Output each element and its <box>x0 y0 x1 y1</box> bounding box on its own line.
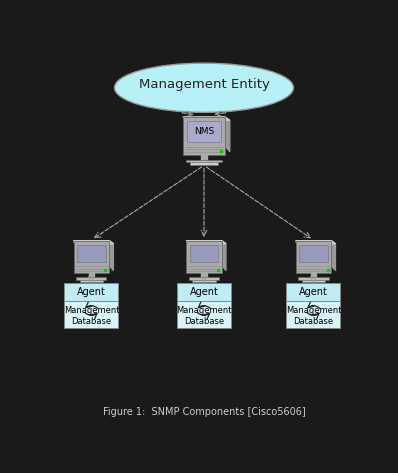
Bar <box>76 277 107 280</box>
Bar <box>296 241 331 273</box>
Polygon shape <box>74 241 113 244</box>
Bar <box>298 277 329 280</box>
Polygon shape <box>183 117 230 121</box>
Bar <box>64 301 118 328</box>
Bar <box>187 122 220 142</box>
Bar <box>77 245 105 262</box>
Bar <box>189 277 219 280</box>
Text: Management
Database: Management Database <box>286 306 341 326</box>
Polygon shape <box>225 117 230 152</box>
Bar <box>186 241 222 273</box>
Text: NMS: NMS <box>194 127 214 136</box>
Polygon shape <box>222 241 226 271</box>
Text: Agent: Agent <box>189 287 219 297</box>
Bar <box>183 117 225 155</box>
Bar <box>64 283 118 301</box>
Bar <box>190 162 218 165</box>
Bar <box>193 280 215 281</box>
Bar <box>186 160 222 162</box>
Polygon shape <box>109 241 113 271</box>
Bar <box>74 241 109 273</box>
Text: Agent: Agent <box>299 287 328 297</box>
Polygon shape <box>186 241 226 244</box>
Text: Management
Database: Management Database <box>176 306 232 326</box>
Ellipse shape <box>115 63 293 112</box>
Bar <box>287 301 340 328</box>
Bar <box>287 283 340 301</box>
Bar <box>190 245 218 262</box>
Bar <box>302 280 325 281</box>
Bar <box>80 280 103 281</box>
Polygon shape <box>331 241 336 271</box>
Bar <box>299 245 328 262</box>
Polygon shape <box>296 241 336 244</box>
Bar <box>177 301 231 328</box>
Text: Figure 1:  SNMP Components [Cisco5606]: Figure 1: SNMP Components [Cisco5606] <box>103 407 305 417</box>
Text: Management
Database: Management Database <box>64 306 119 326</box>
Text: Agent: Agent <box>77 287 106 297</box>
Bar <box>177 283 231 301</box>
Text: Management Entity: Management Entity <box>139 78 269 90</box>
